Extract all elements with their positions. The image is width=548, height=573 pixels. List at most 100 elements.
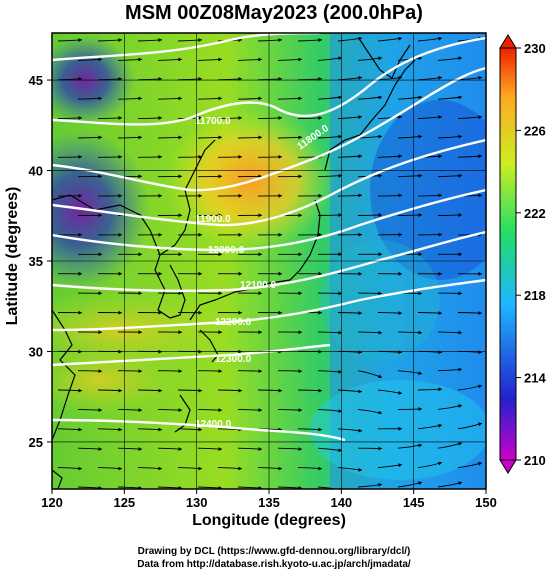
streamline-arrow bbox=[198, 271, 202, 276]
streamline-arrow bbox=[358, 389, 362, 394]
streamline-arrow bbox=[338, 134, 342, 139]
streamline-arrow bbox=[378, 56, 382, 61]
x-axis-label: Longitude (degrees) bbox=[192, 512, 346, 529]
streamline bbox=[237, 370, 263, 372]
colorbar-label: 222 bbox=[524, 206, 546, 221]
streamline-arrow bbox=[398, 193, 402, 198]
streamline-arrow bbox=[438, 461, 442, 466]
streamline-arrow bbox=[218, 291, 222, 296]
streamline-arrow bbox=[338, 291, 342, 296]
streamline-arrow bbox=[338, 56, 342, 61]
streamline-arrow bbox=[358, 467, 362, 472]
streamline-arrow bbox=[338, 369, 342, 374]
streamline-arrow bbox=[418, 371, 422, 375]
streamline-arrow bbox=[418, 173, 422, 178]
streamline-arrow bbox=[178, 330, 182, 335]
streamline-arrow bbox=[458, 134, 462, 139]
streamline-arrow bbox=[138, 96, 142, 101]
streamline-arrow bbox=[198, 38, 202, 42]
streamline bbox=[397, 408, 423, 410]
streamline-arrow bbox=[138, 369, 142, 373]
streamline-arrow bbox=[158, 38, 162, 42]
streamline-arrow bbox=[118, 427, 122, 432]
streamline-arrow bbox=[118, 271, 122, 276]
streamline-arrow bbox=[258, 213, 262, 218]
streamline bbox=[177, 156, 203, 158]
streamline-arrow bbox=[418, 56, 422, 61]
x-tick-label: 145 bbox=[403, 495, 425, 510]
x-tick-label: 125 bbox=[113, 495, 135, 510]
streamline-arrow bbox=[178, 96, 182, 101]
streamline-arrow bbox=[178, 135, 182, 140]
streamline bbox=[277, 370, 303, 372]
streamline-arrow bbox=[78, 466, 82, 471]
streamline-arrow bbox=[378, 134, 382, 139]
streamline-arrow bbox=[218, 369, 222, 373]
streamline-arrow bbox=[78, 155, 82, 159]
streamline-arrow bbox=[458, 404, 462, 408]
streamline-arrow bbox=[458, 330, 462, 335]
streamline-arrow bbox=[478, 154, 482, 159]
streamline-arrow bbox=[238, 388, 242, 393]
streamline-arrow bbox=[78, 388, 82, 393]
streamline-arrow bbox=[298, 330, 302, 335]
map-grid bbox=[52, 33, 486, 489]
streamline-arrow bbox=[438, 311, 442, 315]
contour-label-12100: 12100.0 bbox=[240, 280, 277, 291]
streamline-arrow bbox=[398, 311, 402, 315]
streamline-arrow bbox=[338, 448, 342, 453]
streamline bbox=[357, 214, 383, 216]
streamline-arrow bbox=[278, 116, 282, 120]
streamline-arrow bbox=[78, 427, 82, 432]
streamline-arrow bbox=[78, 232, 82, 237]
streamline-arrow bbox=[318, 466, 322, 471]
streamline-arrow bbox=[418, 213, 422, 217]
x-tick-label: 135 bbox=[258, 495, 280, 510]
streamline-arrow bbox=[358, 76, 362, 80]
streamline-arrow bbox=[218, 252, 222, 257]
streamline-arrow bbox=[458, 291, 462, 296]
streamline-arrow bbox=[438, 387, 442, 392]
streamline-arrow bbox=[118, 388, 122, 393]
streamline-arrow bbox=[198, 193, 202, 198]
streamline-arrow bbox=[438, 115, 442, 119]
streamline-arrow bbox=[298, 369, 302, 373]
contour-label-11700: 11700.0 bbox=[195, 116, 231, 127]
streamline-arrow bbox=[478, 461, 482, 466]
streamline-arrow bbox=[378, 446, 382, 451]
contour-label-11900: 11900.0 bbox=[195, 214, 231, 225]
streamline-arrow bbox=[118, 38, 122, 42]
streamline-arrow bbox=[318, 193, 322, 198]
streamline-arrow bbox=[398, 271, 402, 276]
streamline-arrow bbox=[138, 174, 142, 179]
streamline-arrow bbox=[258, 369, 262, 373]
streamline-arrow bbox=[378, 374, 382, 378]
coastlines bbox=[52, 39, 416, 489]
streamline-arrow bbox=[318, 388, 322, 393]
streamline-arrow bbox=[178, 213, 182, 218]
streamline-arrow bbox=[98, 447, 102, 451]
streamline-arrow bbox=[278, 271, 282, 276]
streamline-arrow bbox=[258, 96, 262, 101]
streamline-arrow bbox=[98, 213, 102, 218]
streamline-arrow bbox=[458, 56, 462, 61]
streamline-arrow bbox=[98, 96, 102, 101]
colorbar-label: 230 bbox=[524, 41, 546, 56]
streamline-arrow bbox=[218, 447, 222, 451]
streamline-arrow bbox=[378, 95, 382, 100]
streamline-arrow bbox=[158, 271, 162, 276]
streamline-arrow bbox=[218, 213, 222, 218]
streamline-arrow bbox=[458, 367, 462, 372]
y-tick-label: 25 bbox=[29, 435, 43, 450]
streamline-arrow bbox=[218, 135, 222, 140]
streamline-arrow bbox=[158, 310, 162, 315]
streamline-arrow bbox=[378, 213, 382, 217]
streamline-arrow bbox=[398, 115, 402, 119]
streamline bbox=[317, 486, 339, 489]
streamline-arrow bbox=[358, 311, 362, 315]
x-tick-label: 150 bbox=[475, 495, 497, 510]
streamline-arrow bbox=[178, 369, 182, 373]
streamline-arrow bbox=[98, 57, 102, 62]
streamline-arrow bbox=[278, 155, 282, 159]
